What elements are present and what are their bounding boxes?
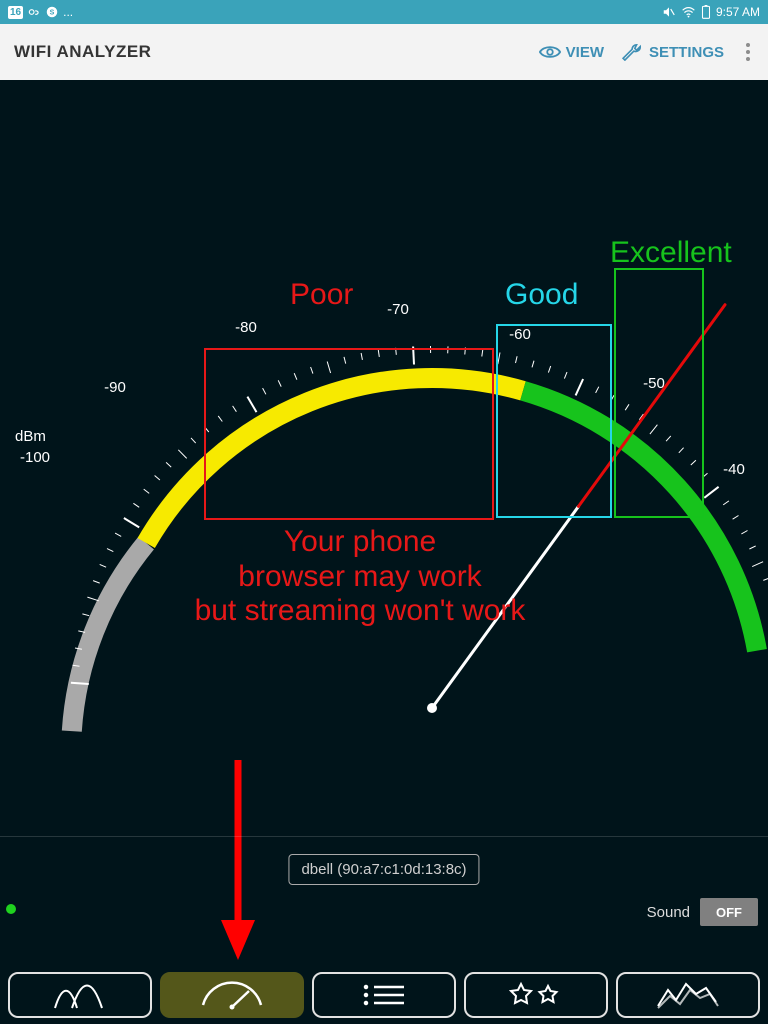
excellent-label: Excellent xyxy=(610,236,732,270)
list-icon xyxy=(360,982,408,1008)
svg-text:-80: -80 xyxy=(235,319,257,336)
view-label: VIEW xyxy=(566,44,604,61)
connection-status-dot xyxy=(6,904,16,914)
svg-text:-40: -40 xyxy=(723,461,745,478)
tab-channel-rating[interactable] xyxy=(312,972,456,1018)
wrench-icon xyxy=(622,43,644,61)
poor-range-highlight xyxy=(204,348,494,520)
svg-text:-100: -100 xyxy=(20,449,50,466)
weather-icon xyxy=(27,5,41,19)
svg-text:S: S xyxy=(50,9,55,16)
main-content: dBm -100 -90 -80 -70 -60 -50 -40 Poor Go… xyxy=(0,80,768,1024)
gauge-icon xyxy=(197,979,267,1011)
excellent-range-highlight xyxy=(614,268,704,518)
good-label: Good xyxy=(505,278,578,312)
status-ellipsis: ... xyxy=(63,5,73,19)
good-range-highlight xyxy=(496,324,612,518)
poor-message: Your phone browser may work but streamin… xyxy=(140,525,580,629)
settings-label: SETTINGS xyxy=(649,44,724,61)
poor-label: Poor xyxy=(290,278,353,312)
battery-icon xyxy=(701,5,711,19)
view-button[interactable]: VIEW xyxy=(539,44,604,61)
android-status-bar: 16 S ... 9:57 AM xyxy=(0,0,768,24)
network-selector[interactable]: dbell (90:a7:c1:0d:13:8c) xyxy=(288,854,479,885)
sound-toggle[interactable]: OFF xyxy=(700,898,758,926)
skype-icon: S xyxy=(45,5,59,19)
tab-signal-meter[interactable] xyxy=(160,972,304,1018)
stars-icon xyxy=(506,981,566,1009)
mute-icon xyxy=(662,5,676,19)
notification-badge: 16 xyxy=(8,6,23,19)
status-right: 9:57 AM xyxy=(662,5,760,19)
section-divider xyxy=(0,836,768,837)
tab-channel-graph[interactable] xyxy=(8,972,152,1018)
status-left: 16 S ... xyxy=(8,5,73,19)
svg-text:-90: -90 xyxy=(104,379,126,396)
wifi-icon xyxy=(681,5,696,19)
sound-row: Sound OFF xyxy=(647,898,758,926)
channel-graph-icon xyxy=(50,980,110,1010)
clock: 9:57 AM xyxy=(716,5,760,19)
tab-time-graph[interactable] xyxy=(616,972,760,1018)
callout-arrow-icon xyxy=(218,760,258,960)
svg-text:-70: -70 xyxy=(387,301,409,318)
gauge-unit-label: dBm xyxy=(15,428,46,445)
bottom-tab-bar xyxy=(8,972,760,1018)
settings-button[interactable]: SETTINGS xyxy=(622,43,724,61)
sound-label: Sound xyxy=(647,904,690,921)
gauge-pivot xyxy=(427,703,437,713)
time-graph-icon xyxy=(656,980,720,1010)
app-title: WIFI ANALYZER xyxy=(14,42,151,62)
tab-ap-list[interactable] xyxy=(464,972,608,1018)
overflow-menu-button[interactable] xyxy=(742,39,754,65)
app-bar: WIFI ANALYZER VIEW SETTINGS xyxy=(0,24,768,80)
eye-icon xyxy=(539,44,561,60)
